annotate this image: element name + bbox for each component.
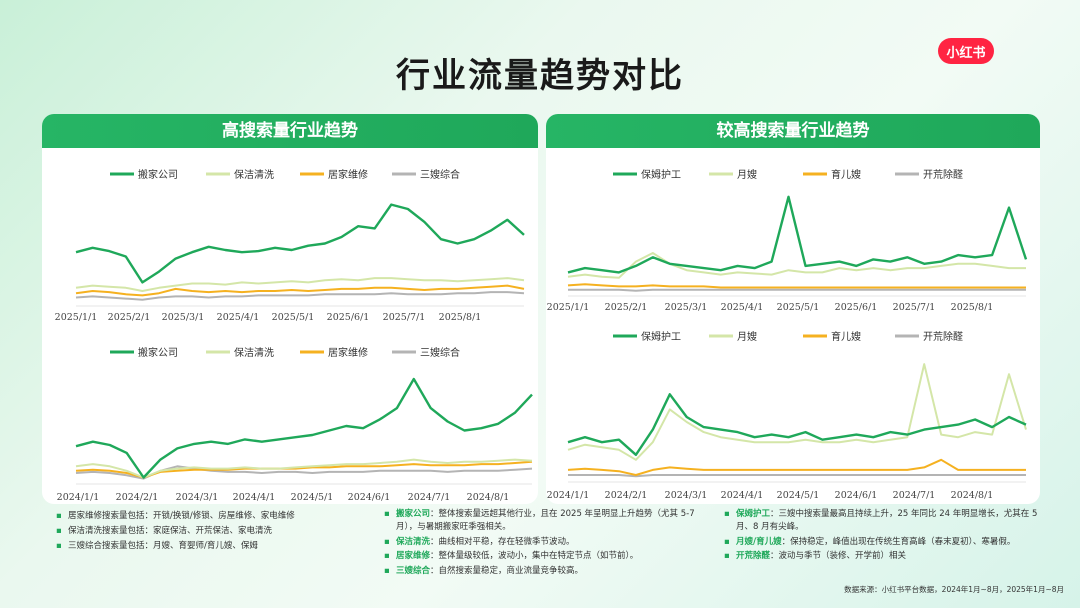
note-item: ▪ 开荒除醛：波动与季节（装修、开学前）相关 — [724, 551, 907, 562]
series-line — [567, 363, 1027, 461]
x-tick-label: 2025/6/1 — [327, 312, 370, 323]
x-tick-label: 2024/8/1 — [467, 492, 510, 503]
series-line — [75, 203, 525, 284]
note-item: ▪ 居家维修：整体量级较低，波动小，集中在特定节点（如节前）。 — [384, 551, 639, 562]
chart-high-2025: 搬家公司 保洁清洗 居家维修 三嫂综合 2025/1/1 2025/2/1 2025/3/1… — [55, 168, 525, 323]
legend-label: 居家维修 — [328, 346, 368, 359]
x-tick-label: 2025/7/1 — [893, 302, 936, 313]
legend-label: 三嫂综合 — [420, 168, 460, 181]
legend-label: 月嫂 — [737, 169, 757, 181]
legend-label: 开荒除醛 — [923, 168, 963, 181]
x-tick-label: 2024/4/1 — [721, 490, 764, 501]
note-item: ▪ 保洁清洗：曲线相对平稳，存在轻微季节波动。 — [384, 536, 575, 547]
x-tick-label: 2025/1/1 — [547, 302, 590, 313]
x-tick-label: 2025/2/1 — [605, 302, 648, 313]
series-line — [567, 283, 1026, 289]
x-tick-label: 2025/8/1 — [439, 312, 482, 323]
series-line — [568, 474, 1026, 478]
x-tick-label: 2024/1/1 — [547, 490, 590, 501]
brand-logo: 小红书 — [938, 38, 994, 64]
series-line — [567, 252, 1026, 279]
series-line — [75, 284, 525, 297]
note-item: ▪ 三嫂综合搜索量包括：月嫂、育婴师/育儿嫂、保姆 — [56, 541, 258, 551]
legend-label: 居家维修 — [328, 168, 368, 181]
note-item: ▪ 三嫂综合：自然搜索量稳定，商业流量竞争较高。 — [384, 566, 584, 577]
x-tick-label: 2024/3/1 — [176, 492, 219, 503]
note-item: ▪ 月嫂/育儿嫂：保持稳定，峰值出现在传统生育高峰（春末夏初）、寒暑假。 — [724, 536, 1016, 547]
x-tick-label: 2025/6/1 — [835, 302, 878, 313]
panel-mid-search-body: 保姆护工 月嫂 育儿嫂 开荒除醛 2025/1/1 2025/2/1 2025/3/1 202… — [546, 148, 1040, 504]
data-source: 数据来源：小红书平台数据，2024年1月~8月，2025年1月~8月 — [844, 585, 1064, 594]
x-tick-label: 2025/5/1 — [777, 302, 820, 313]
x-tick-label: 2024/6/1 — [348, 492, 391, 503]
x-tick-label: 2025/1/1 — [55, 312, 98, 323]
series-line — [567, 458, 1026, 476]
x-tick-label: 2024/8/1 — [951, 490, 994, 501]
series-line — [75, 291, 525, 301]
x-tick-label: 2024/2/1 — [116, 492, 159, 503]
x-tick-label: 2024/5/1 — [291, 492, 334, 503]
legend-label: 保洁清洗 — [234, 346, 274, 359]
x-tick-label: 2025/4/1 — [217, 312, 260, 323]
x-tick-label: 2024/7/1 — [893, 490, 936, 501]
bullet-icon: ▪ — [56, 511, 62, 521]
x-tick-label: 2025/2/1 — [108, 312, 151, 323]
series-line — [568, 288, 1026, 292]
x-tick-label: 2024/5/1 — [777, 490, 820, 501]
bullet-icon: ▪ — [384, 509, 390, 519]
bullet-icon: ▪ — [384, 536, 390, 547]
panel-high-search: 高搜索量行业趋势 搬家公司 保洁清洗 居家维修 三嫂综合 2025/1/1 2025/2/… — [42, 114, 538, 504]
note-item: ▪ 保洁清洗搜索量包括：家庭保洁、开荒保洁、家电清洗 — [56, 526, 273, 536]
page-title: 行业流量趋势对比 — [396, 56, 684, 96]
legend-label: 保姆护工 — [641, 330, 681, 343]
panel-high-search-body: 搬家公司 保洁清洗 居家维修 三嫂综合 2025/1/1 2025/2/1 2025/3/1… — [42, 148, 538, 504]
x-tick-label: 2024/7/1 — [408, 492, 451, 503]
bullet-icon: ▪ — [56, 541, 62, 551]
series-line — [567, 195, 1028, 274]
bullet-icon: ▪ — [724, 536, 730, 547]
panel-mid-search: 较高搜索量行业趋势 保姆护工 月嫂 育儿嫂 开荒除醛 2025/1/1 2025/2/1 2… — [546, 114, 1040, 504]
legend-label: 三嫂综合 — [420, 346, 460, 359]
bullet-icon: ▪ — [56, 526, 62, 536]
x-tick-label: 2024/1/1 — [57, 492, 100, 503]
legend-label: 搬家公司 — [138, 346, 178, 359]
notes-mid: ▪ 搬家公司：整体搜索量远超其他行业，且在 2025 年呈明显上升趋势（尤其 5-… — [384, 508, 716, 580]
x-tick-label: 2024/4/1 — [233, 492, 276, 503]
x-tick-label: 2024/6/1 — [835, 490, 878, 501]
note-item: ▪ 搬家公司：整体搜索量远超其他行业，且在 2025 年呈明显上升趋势（尤其 5-… — [384, 509, 695, 532]
bullet-icon: ▪ — [724, 509, 730, 519]
notes-right: ▪ 保姆护工：三嫂中搜索量最高且持续上升，25 年同比 24 年明显增长，尤其在 … — [724, 508, 1054, 565]
x-tick-label: 2025/3/1 — [665, 302, 708, 313]
series-line — [75, 458, 533, 479]
x-tick-label: 2025/3/1 — [162, 312, 205, 323]
panel-mid-search-title: 较高搜索量行业趋势 — [546, 114, 1040, 148]
panel-high-search-title: 高搜索量行业趋势 — [42, 114, 538, 148]
chart-mid-2024: 保姆护工 月嫂 育儿嫂 开荒除醛 2024/1/1 2024/2/1 2024/3/1 202… — [547, 330, 1027, 501]
x-tick-label: 2024/3/1 — [665, 490, 708, 501]
series-line — [75, 277, 525, 292]
series-line — [75, 377, 533, 479]
bullet-icon: ▪ — [384, 566, 390, 577]
x-tick-label: 2024/2/1 — [605, 490, 648, 501]
bullet-icon: ▪ — [384, 551, 390, 562]
legend-label: 育儿嫂 — [831, 330, 861, 343]
x-tick-label: 2025/4/1 — [721, 302, 764, 313]
series-line — [567, 393, 1027, 457]
legend-label: 月嫂 — [737, 331, 757, 343]
chart-mid-2025: 保姆护工 月嫂 育儿嫂 开荒除醛 2025/1/1 2025/2/1 2025/3/1 202… — [547, 168, 1028, 313]
note-item: ▪ 居家维修搜索量包括：开锁/换锁/修锁、房屋维修、家电维修 — [56, 511, 295, 521]
chart-high-2024: 搬家公司 保洁清洗 居家维修 三嫂综合 2024/1/1 2024/2/1 2024/3/1… — [57, 346, 533, 503]
legend-label: 育儿嫂 — [831, 168, 861, 181]
x-tick-label: 2025/8/1 — [951, 302, 994, 313]
legend-label: 保洁清洗 — [234, 168, 274, 181]
legend-label: 保姆护工 — [641, 168, 681, 181]
note-item: ▪ 保姆护工：三嫂中搜索量最高且持续上升，25 年同比 24 年明显增长，尤其在 … — [724, 509, 1038, 532]
x-tick-label: 2025/7/1 — [383, 312, 426, 323]
legend-label: 搬家公司 — [138, 168, 178, 181]
legend-label: 开荒除醛 — [923, 330, 963, 343]
bullet-icon: ▪ — [724, 551, 730, 562]
x-tick-label: 2025/5/1 — [272, 312, 315, 323]
notes-left: ▪ 居家维修搜索量包括：开锁/换锁/修锁、房屋维修、家电维修 ▪ 保洁清洗搜索量包括… — [56, 510, 316, 555]
